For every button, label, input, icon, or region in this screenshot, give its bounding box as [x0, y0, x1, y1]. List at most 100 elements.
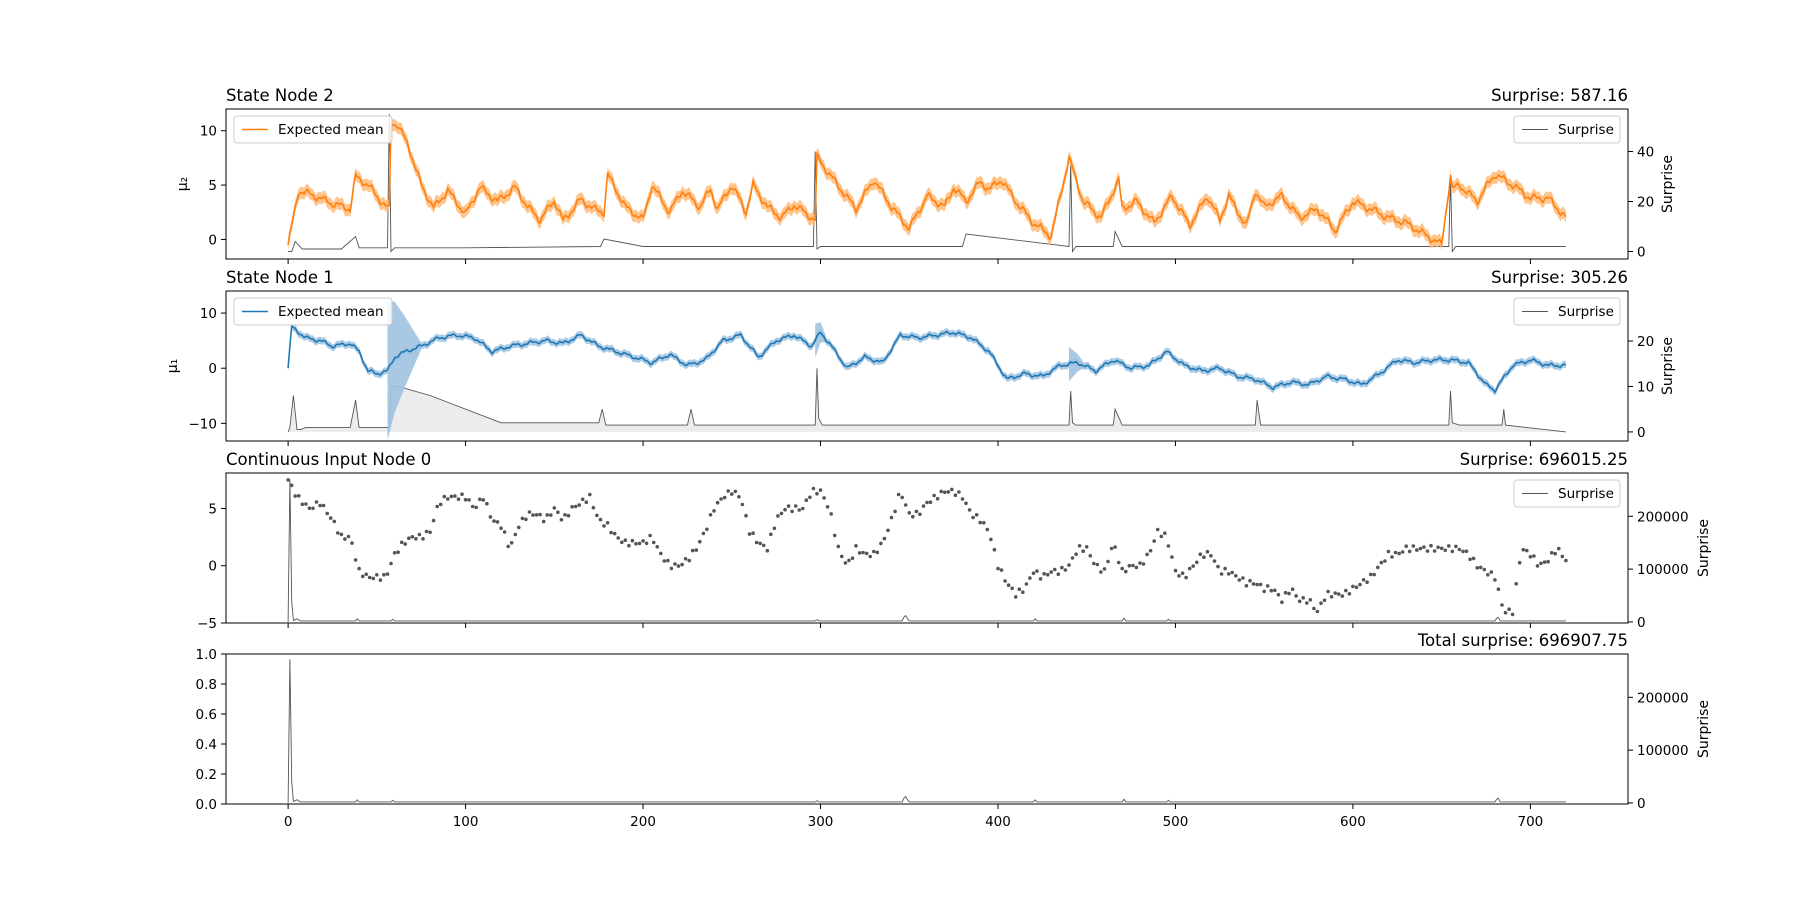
- input-point: [438, 502, 443, 507]
- panel-1: −10 0 10 0 10 20 State Node 1 Surprise: 305.26 μ…: [165, 268, 1676, 446]
- ytick-right-label: 100000: [1637, 743, 1689, 759]
- input-point: [1422, 545, 1426, 549]
- input-point: [808, 495, 812, 500]
- input-point: [942, 490, 947, 495]
- input-point: [1443, 548, 1447, 553]
- input-point: [346, 534, 351, 539]
- input-point: [591, 505, 596, 510]
- xtick-label: 300: [808, 814, 834, 830]
- input-point: [1077, 544, 1082, 548]
- input-point: [289, 483, 294, 488]
- input-point: [1315, 609, 1320, 614]
- input-point: [1170, 555, 1174, 559]
- input-point: [886, 528, 890, 533]
- input-point: [1461, 549, 1465, 554]
- ytick-right-label: 0: [1637, 796, 1646, 812]
- ytick-label: 0.2: [196, 767, 217, 783]
- input-point: [946, 490, 951, 494]
- plot-area: [287, 659, 1566, 803]
- input-point: [460, 492, 464, 497]
- input-point: [861, 550, 865, 555]
- input-point: [1287, 591, 1291, 596]
- input-point: [889, 515, 894, 520]
- input-point: [286, 478, 290, 482]
- input-point: [1361, 578, 1366, 582]
- input-point: [353, 558, 358, 562]
- input-point: [822, 496, 826, 500]
- input-point: [1163, 531, 1167, 535]
- input-point: [726, 489, 730, 493]
- input-point: [1148, 548, 1153, 553]
- input-point: [765, 548, 770, 553]
- input-point: [850, 556, 855, 560]
- input-point: [1230, 570, 1234, 575]
- panel-title: State Node 1: [226, 268, 334, 287]
- input-point: [1532, 554, 1536, 558]
- input-point: [1297, 599, 1302, 604]
- surprise-line: [287, 479, 1566, 622]
- input-point: [907, 511, 912, 515]
- plot-area: [287, 113, 1567, 253]
- input-point: [648, 533, 652, 538]
- input-point: [1411, 544, 1416, 548]
- input-point: [1336, 592, 1341, 596]
- input-point: [1525, 548, 1529, 553]
- input-point: [793, 504, 798, 508]
- input-point: [1493, 578, 1497, 582]
- input-point: [932, 493, 936, 498]
- input-point: [1393, 550, 1398, 555]
- input-point: [584, 500, 589, 505]
- input-point: [875, 550, 880, 555]
- input-point: [1138, 561, 1142, 565]
- input-point: [371, 576, 376, 581]
- input-point: [918, 512, 922, 517]
- input-point: [1195, 560, 1199, 565]
- input-point: [712, 509, 716, 513]
- input-point: [989, 537, 993, 542]
- input-point: [634, 542, 638, 546]
- input-point: [1447, 544, 1451, 548]
- axes-frame: [225, 472, 1629, 624]
- input-point: [829, 512, 833, 516]
- input-point: [1159, 534, 1164, 539]
- panel-0: 0 5 10 0 20 40 State Node 2 Surprise: 587.16 μ₂ S…: [175, 86, 1676, 264]
- input-point: [417, 532, 422, 537]
- input-point: [953, 493, 958, 498]
- input-point: [1514, 582, 1518, 586]
- input-point: [864, 551, 869, 556]
- input-point: [996, 566, 1000, 571]
- input-point: [467, 498, 471, 502]
- ytick-label: 0.4: [196, 737, 217, 753]
- input-point: [1439, 546, 1444, 551]
- input-point: [1024, 582, 1029, 586]
- input-point: [1258, 582, 1263, 587]
- ylabel-right: Surprise: [1660, 337, 1676, 395]
- input-point: [1305, 601, 1309, 605]
- input-point: [343, 537, 347, 541]
- input-point: [786, 504, 791, 508]
- input-point: [527, 510, 532, 514]
- input-point: [442, 494, 447, 499]
- legend-label: Surprise: [1558, 304, 1614, 320]
- plot-area: [287, 301, 1567, 441]
- input-point: [517, 525, 521, 530]
- input-point: [1120, 566, 1124, 571]
- input-point: [396, 550, 400, 554]
- input-point: [1280, 600, 1284, 604]
- input-point: [1390, 555, 1394, 559]
- input-point: [985, 527, 990, 532]
- input-point: [1035, 569, 1039, 573]
- input-point: [651, 540, 656, 545]
- input-point: [857, 551, 862, 555]
- input-point: [573, 504, 578, 509]
- legend-label: Surprise: [1558, 486, 1614, 502]
- input-point: [719, 497, 723, 501]
- input-point: [662, 559, 667, 563]
- input-point: [737, 495, 741, 499]
- input-point: [730, 492, 734, 496]
- input-point: [304, 502, 308, 506]
- input-point: [463, 497, 468, 502]
- panel-surprise-title: Surprise: 587.16: [1491, 86, 1628, 105]
- input-point: [382, 572, 386, 577]
- input-point: [967, 508, 972, 512]
